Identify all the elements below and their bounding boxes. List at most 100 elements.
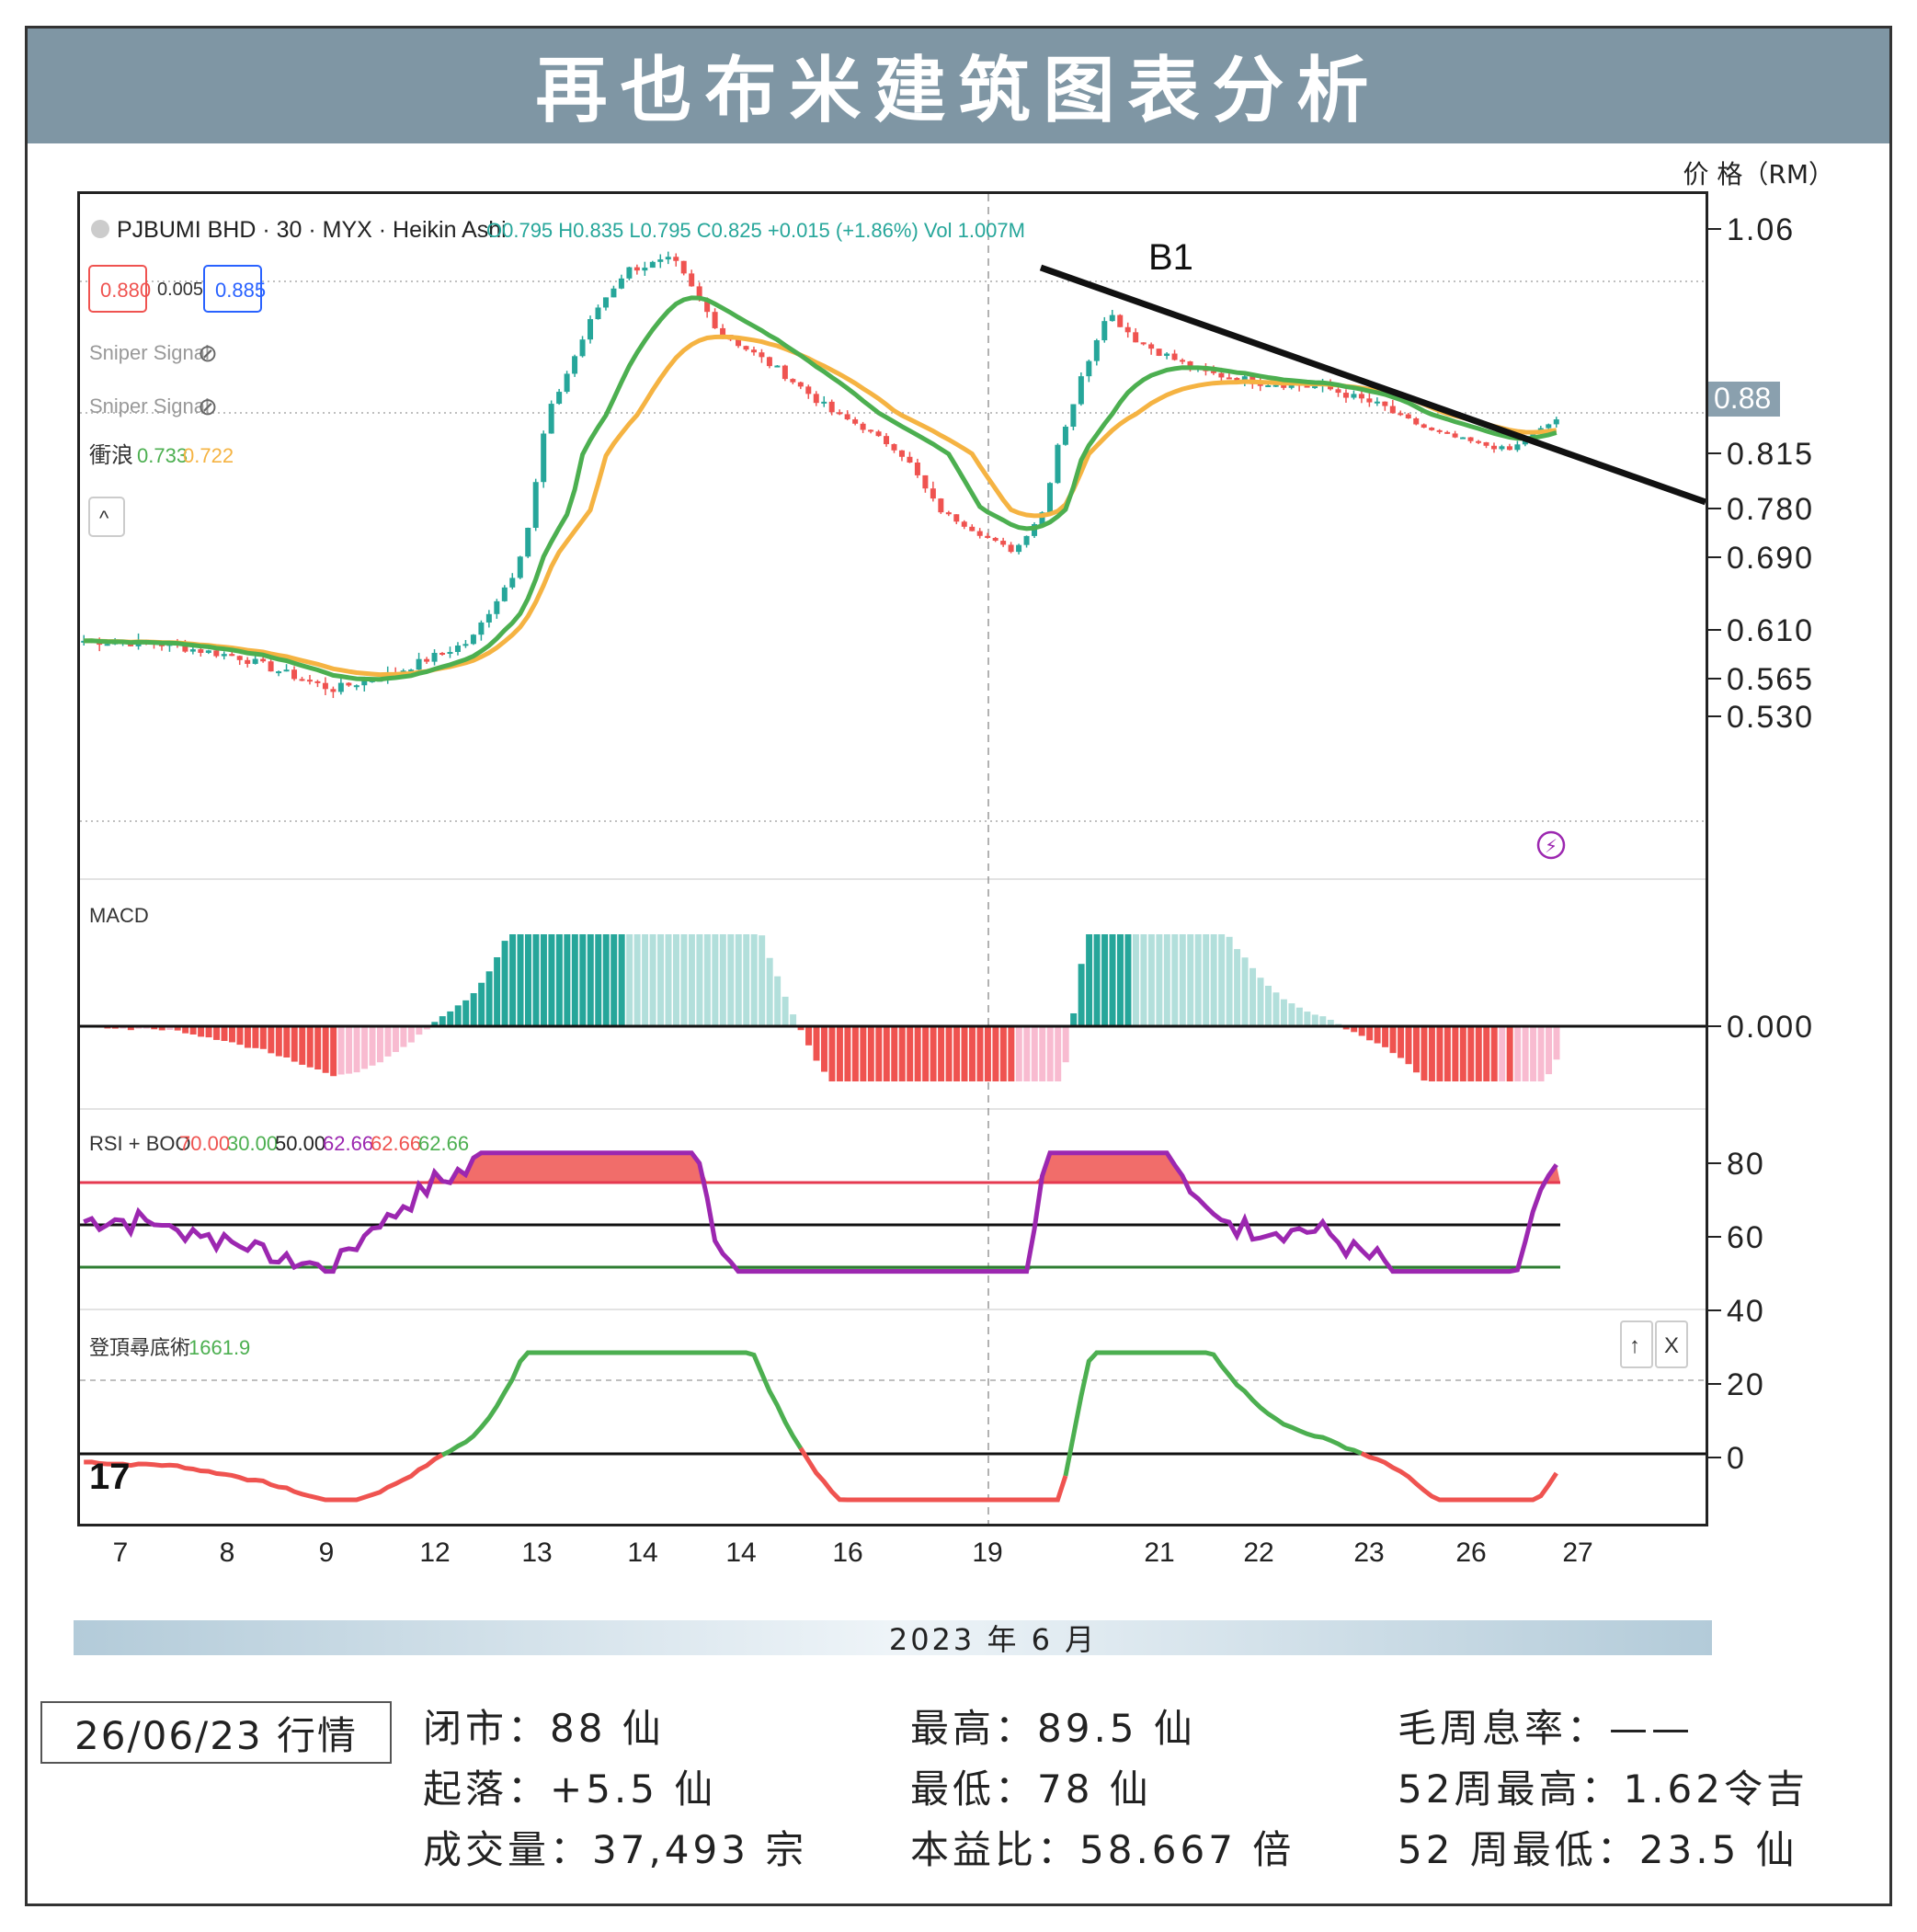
candle-body bbox=[1101, 321, 1108, 341]
macd-bar bbox=[961, 1026, 968, 1081]
candle-body bbox=[1241, 376, 1248, 382]
macd-bar bbox=[1109, 934, 1116, 1026]
candle-body bbox=[346, 682, 352, 686]
macd-bar bbox=[205, 1026, 212, 1038]
macd-bar bbox=[821, 1026, 827, 1072]
macd-histogram bbox=[88, 934, 1560, 1081]
candle-body bbox=[797, 382, 804, 387]
candle-body bbox=[431, 652, 438, 662]
macd-bar bbox=[1506, 1026, 1513, 1081]
macd-bar bbox=[1203, 934, 1210, 1026]
bid-box[interactable] bbox=[88, 265, 147, 313]
candle-body bbox=[961, 521, 967, 527]
macd-bar bbox=[790, 1014, 797, 1026]
candle-body bbox=[462, 644, 469, 646]
ohlc-open: O0.795 bbox=[486, 219, 553, 242]
candle-body bbox=[1467, 437, 1474, 441]
candle-body bbox=[252, 658, 258, 664]
macd-bar bbox=[750, 934, 758, 1026]
macd-bar bbox=[922, 1026, 930, 1081]
macd-bar bbox=[602, 934, 610, 1026]
move-up-button[interactable] bbox=[1620, 1320, 1653, 1368]
candle-body bbox=[992, 537, 998, 542]
close-panel-button[interactable] bbox=[1655, 1320, 1688, 1368]
x-tick-label: 7 bbox=[113, 1538, 129, 1568]
candle-body bbox=[1039, 512, 1045, 524]
macd-bar bbox=[1475, 1026, 1482, 1081]
trendline bbox=[1039, 264, 1707, 506]
candle-body bbox=[595, 307, 601, 320]
macd-bar bbox=[1351, 1026, 1358, 1033]
stat-change: 起落：+5.5 仙 bbox=[423, 1766, 717, 1812]
collapse-button[interactable] bbox=[88, 497, 125, 537]
macd-bar bbox=[494, 956, 501, 1026]
macd-bar bbox=[891, 1026, 898, 1081]
osc-line-positive bbox=[442, 1353, 1557, 1476]
candle-body bbox=[1008, 544, 1014, 553]
macd-bar bbox=[314, 1026, 322, 1070]
wave-indicator-label: 衝浪 bbox=[89, 443, 133, 468]
macd-bar bbox=[805, 1026, 813, 1046]
macd-bar bbox=[1093, 934, 1101, 1026]
macd-bar bbox=[431, 1022, 439, 1026]
macd-bar bbox=[1389, 1026, 1397, 1054]
candle-body bbox=[680, 260, 687, 274]
macd-bar bbox=[703, 934, 711, 1026]
macd-bar bbox=[1342, 1026, 1350, 1030]
ohlc-values: O0.795 H0.835 L0.795 C0.825 +0.015 (+1.8… bbox=[486, 219, 1025, 242]
macd-bar bbox=[361, 1026, 369, 1069]
hidden-eye-icon[interactable]: ⊘ bbox=[198, 339, 218, 367]
macd-bar bbox=[735, 934, 742, 1026]
macd-bar bbox=[618, 934, 625, 1026]
macd-bar bbox=[1288, 1003, 1295, 1026]
rsi-line bbox=[83, 1150, 1558, 1275]
ohlc-change: +0.015 (+1.86%) bbox=[768, 219, 919, 242]
macd-bar bbox=[244, 1026, 251, 1048]
candle-body bbox=[1180, 360, 1186, 362]
lightning-icon[interactable] bbox=[1536, 830, 1566, 860]
macd-bar bbox=[696, 934, 703, 1026]
close-icon: X bbox=[1664, 1333, 1679, 1358]
candle-body bbox=[704, 299, 711, 313]
wave-green-line bbox=[84, 295, 1558, 682]
macd-bar bbox=[1546, 1026, 1553, 1075]
macd-bar bbox=[1147, 934, 1155, 1026]
candle-body bbox=[938, 498, 944, 513]
macd-bar bbox=[306, 1026, 314, 1068]
candle-body bbox=[774, 365, 781, 368]
ask-box[interactable] bbox=[203, 265, 262, 313]
candle-body bbox=[314, 680, 321, 683]
macd-bar bbox=[782, 996, 789, 1026]
spread-value: 0.005 bbox=[157, 280, 203, 300]
wave-orange-value: 0.722 bbox=[183, 444, 234, 467]
candle-body bbox=[1304, 385, 1310, 388]
macd-bar bbox=[1428, 1026, 1435, 1081]
candle-body bbox=[361, 680, 368, 686]
hidden-eye-icon[interactable]: ⊘ bbox=[198, 393, 218, 420]
candle-body bbox=[1210, 371, 1216, 373]
macd-bar bbox=[571, 934, 578, 1026]
candle-body bbox=[1444, 431, 1451, 434]
candle-body bbox=[1140, 342, 1147, 345]
x-tick-label: 27 bbox=[1562, 1538, 1592, 1568]
macd-bar bbox=[454, 1005, 462, 1026]
macd-bar bbox=[1413, 1026, 1420, 1073]
sniper-signal-2: Sniper Signal bbox=[89, 394, 210, 417]
macd-bar bbox=[189, 1026, 197, 1035]
macd-bar bbox=[992, 1026, 999, 1081]
macd-bar bbox=[1101, 934, 1109, 1026]
candle-body bbox=[1374, 401, 1380, 404]
macd-bar bbox=[407, 1026, 415, 1043]
macd-bar bbox=[642, 934, 649, 1026]
x-tick-label: 14 bbox=[725, 1538, 756, 1568]
macd-bar bbox=[540, 934, 547, 1026]
candle-body bbox=[1133, 332, 1139, 343]
macd-bar bbox=[844, 1026, 851, 1081]
macd-bar bbox=[1490, 1026, 1498, 1081]
candle-body bbox=[696, 286, 702, 300]
candle-body bbox=[1124, 326, 1131, 333]
candle-body bbox=[229, 654, 235, 657]
macd-label: MACD bbox=[89, 904, 149, 927]
candle-body bbox=[1389, 406, 1396, 414]
rsi-value: 70.00 bbox=[179, 1132, 230, 1155]
